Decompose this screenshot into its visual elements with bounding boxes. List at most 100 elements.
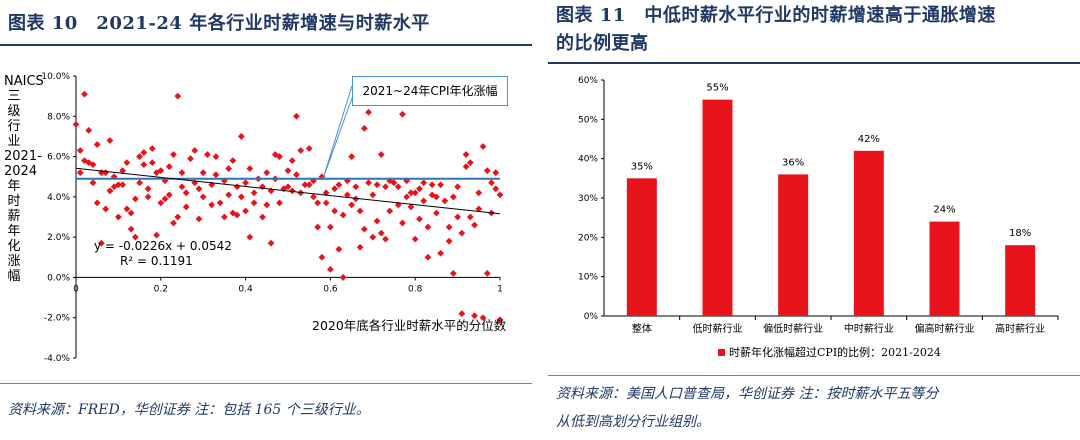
scatter-point	[237, 133, 245, 140]
scatter-point	[131, 233, 139, 241]
trendline-equation: y = -0.0226x + 0.0542	[94, 239, 232, 253]
scatter-point	[454, 183, 461, 191]
scatter-point	[115, 181, 122, 189]
scatter-point	[182, 203, 190, 211]
scatter-point	[449, 193, 457, 201]
scatter-point	[356, 207, 364, 215]
scatter-point	[178, 169, 186, 177]
scatter-point	[394, 183, 402, 191]
right-figure-title-line2: 的比例更高	[556, 33, 649, 54]
scatter-point	[208, 201, 216, 209]
scatter-point	[102, 169, 110, 177]
bar	[626, 178, 657, 316]
bar-value-label: 35%	[631, 161, 653, 172]
y-tick-label: 0.0%	[47, 273, 70, 283]
scatter-point	[119, 181, 127, 189]
scatter-chart: -4.0% -2.0% 0.0% 2.0% 4.0% 6.0% 8.0% 10.0% 0 0.2 0…	[41, 72, 504, 364]
scatter-point	[288, 157, 296, 164]
scatter-point	[496, 316, 504, 324]
bar-chart: 0% 10% 20% 30% 40% 50% 60% 35% 整体 55% 低时薪行业 36% 偏低时薪…	[578, 76, 1059, 335]
bar-value-label: 24%	[933, 205, 955, 216]
bar	[1005, 245, 1036, 316]
x-tick-label: 0.8	[408, 284, 423, 294]
scatter-point	[195, 185, 203, 193]
scatter-point	[343, 191, 351, 199]
scatter-point	[76, 147, 84, 154]
left-source-rule	[0, 383, 532, 384]
scatter-point	[305, 181, 313, 189]
scatter-point	[115, 213, 122, 221]
scatter-y-axis-label: NAICS三级行业2021-2024年时薪年化涨幅	[4, 74, 44, 284]
scatter-point	[174, 213, 182, 221]
scatter-point	[250, 199, 258, 207]
scatter-point	[399, 110, 406, 118]
scatter-point	[76, 169, 84, 177]
legend-swatch	[718, 348, 725, 356]
scatter-point	[191, 147, 199, 154]
scatter-point	[89, 161, 97, 169]
bar-legend: 时薪年化涨幅超过CPI的比例：2021-2024	[718, 344, 941, 360]
bar	[853, 150, 884, 316]
scatter-point	[496, 191, 504, 199]
scatter-point	[140, 149, 148, 156]
bar-value-label: 42%	[858, 134, 880, 145]
bar-category-label: 中时薪行业	[844, 322, 894, 335]
scatter-point	[157, 199, 165, 207]
scatter-point	[433, 209, 440, 217]
scatter-point	[174, 92, 182, 100]
scatter-point	[322, 199, 330, 207]
scatter-point	[492, 185, 500, 193]
scatter-point	[331, 207, 339, 215]
scatter-point	[420, 179, 428, 187]
scatter-point	[424, 223, 432, 231]
scatter-point	[386, 207, 394, 215]
bar-category-label: 高时薪行业	[995, 322, 1045, 335]
scatter-point	[492, 169, 500, 177]
scatter-point	[483, 270, 491, 277]
callout-pointer	[322, 85, 353, 179]
scatter-point	[93, 199, 101, 207]
scatter-point	[259, 183, 266, 191]
scatter-point	[212, 171, 220, 179]
scatter-point	[475, 205, 483, 213]
y-tick-label: 2.0%	[47, 233, 70, 243]
scatter-point	[441, 197, 449, 205]
bar-y-tick-label: 30%	[578, 194, 598, 204]
scatter-point	[314, 199, 322, 207]
x-tick-label: 1	[497, 284, 503, 294]
bar-category-label: 偏低时薪行业	[763, 322, 823, 335]
scatter-point	[407, 203, 415, 211]
scatter-point	[204, 151, 211, 158]
scatter-point	[259, 213, 266, 221]
scatter-point	[445, 237, 453, 245]
scatter-point	[437, 249, 445, 257]
scatter-point	[483, 167, 491, 175]
scatter-point	[318, 253, 326, 261]
scatter-point	[466, 213, 474, 221]
scatter-point	[131, 195, 139, 203]
scatter-point	[140, 161, 148, 169]
scatter-point	[288, 187, 296, 195]
scatter-point	[411, 189, 419, 197]
bar	[929, 221, 960, 316]
right-figure-title-line1: 图表 11 中低时薪水平行业的时薪增速高于通胀增速	[556, 5, 996, 26]
scatter-point	[293, 171, 300, 179]
scatter-point	[449, 270, 457, 277]
scatter-point	[182, 189, 190, 197]
scatter-point	[373, 217, 381, 225]
scatter-point	[216, 199, 224, 207]
scatter-point	[237, 193, 245, 201]
scatter-point	[144, 193, 152, 201]
scatter-point	[267, 239, 275, 247]
bar-category-label: 整体	[632, 322, 652, 335]
scatter-point	[161, 195, 169, 203]
scatter-point	[127, 209, 135, 217]
scatter-point	[170, 219, 177, 227]
scatter-point	[102, 205, 110, 213]
scatter-point	[420, 197, 428, 205]
scatter-point	[458, 229, 466, 237]
scatter-point	[242, 179, 249, 187]
scatter-point	[416, 185, 423, 193]
scatter-point	[199, 169, 207, 177]
scatter-point	[352, 183, 360, 191]
